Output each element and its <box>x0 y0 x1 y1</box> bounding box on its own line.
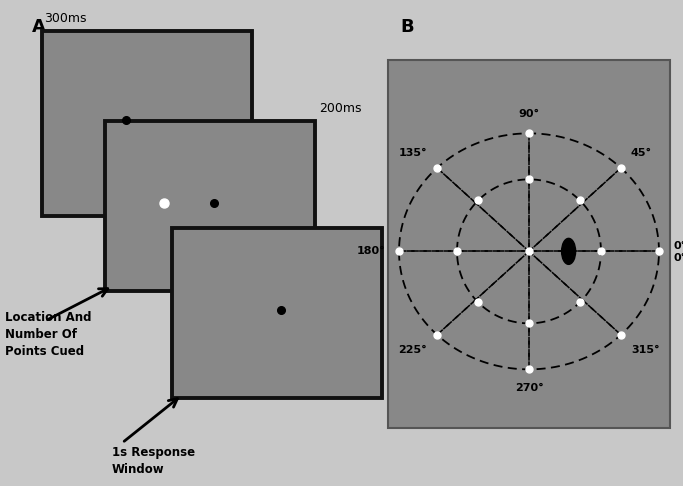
Text: 45°: 45° <box>631 148 652 158</box>
Text: B: B <box>400 18 414 36</box>
Text: 315°: 315° <box>631 345 660 355</box>
Text: 300ms: 300ms <box>44 12 87 25</box>
Text: 0°: 0° <box>673 253 683 263</box>
Bar <box>42 31 252 216</box>
Bar <box>172 228 382 398</box>
Text: 225°: 225° <box>398 345 427 355</box>
Ellipse shape <box>561 238 576 264</box>
Text: 90°: 90° <box>518 109 540 120</box>
Text: 135°: 135° <box>399 148 427 158</box>
Text: 0°: 0° <box>673 242 683 251</box>
Bar <box>105 121 315 291</box>
Text: 1s Response
Window: 1s Response Window <box>112 446 195 476</box>
Text: 180°: 180° <box>357 246 385 256</box>
Text: Location And
Number Of
Points Cued: Location And Number Of Points Cued <box>5 311 92 358</box>
Text: A: A <box>32 18 46 36</box>
Text: 200ms: 200ms <box>319 102 361 115</box>
Text: 270°: 270° <box>514 383 544 393</box>
Bar <box>388 60 670 428</box>
